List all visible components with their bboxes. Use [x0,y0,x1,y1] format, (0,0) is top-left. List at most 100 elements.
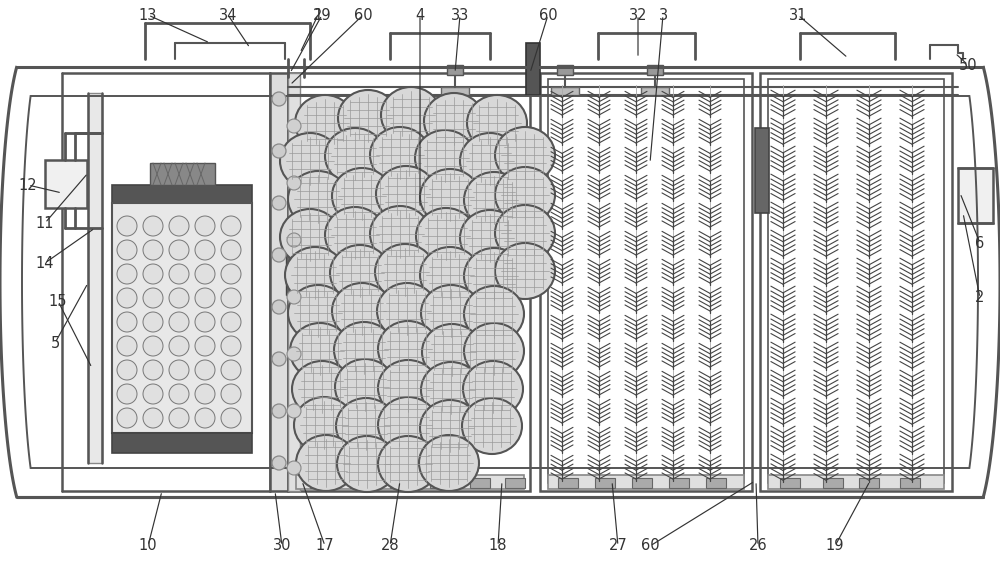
Ellipse shape [460,210,520,266]
Ellipse shape [221,384,241,404]
Ellipse shape [294,397,354,453]
Bar [557,65,573,75]
Text: 32: 32 [629,7,647,23]
Bar [641,87,669,95]
Ellipse shape [117,288,137,308]
Ellipse shape [195,288,215,308]
Bar [548,79,744,483]
Text: 30: 30 [273,538,291,553]
Ellipse shape [421,285,481,341]
Bar [669,478,689,488]
Circle shape [272,404,286,418]
Ellipse shape [169,264,189,284]
Text: 50: 50 [959,57,977,73]
Ellipse shape [462,398,522,454]
Ellipse shape [464,172,524,228]
Bar [112,433,252,453]
Ellipse shape [117,336,137,356]
Circle shape [287,119,301,133]
Ellipse shape [290,323,350,379]
Ellipse shape [420,247,480,303]
Ellipse shape [117,240,137,260]
Ellipse shape [419,435,479,491]
Bar [112,185,252,203]
Ellipse shape [117,384,137,404]
Ellipse shape [495,243,555,299]
Ellipse shape [460,133,520,189]
Text: 29: 29 [313,7,331,23]
Ellipse shape [221,240,241,260]
Ellipse shape [377,283,437,339]
Circle shape [287,290,301,304]
Ellipse shape [169,312,189,332]
Text: 60: 60 [539,7,557,23]
Bar [595,478,615,488]
Bar [551,87,579,95]
Ellipse shape [143,360,163,380]
Ellipse shape [288,285,348,341]
Text: 2: 2 [975,291,985,306]
Ellipse shape [117,216,137,236]
Circle shape [287,347,301,361]
Bar [310,478,330,488]
Ellipse shape [143,336,163,356]
Text: 60: 60 [354,7,372,23]
Ellipse shape [495,127,555,183]
Ellipse shape [143,408,163,428]
Text: 3: 3 [658,7,668,23]
Bar [430,478,450,488]
Ellipse shape [117,264,137,284]
Ellipse shape [221,360,241,380]
Bar [706,478,726,488]
Ellipse shape [195,336,215,356]
Ellipse shape [195,360,215,380]
Ellipse shape [325,128,385,184]
Ellipse shape [280,209,340,265]
Ellipse shape [288,171,348,227]
Bar [350,478,370,488]
Bar [755,128,769,213]
Circle shape [272,352,286,366]
Ellipse shape [378,397,438,453]
Text: 28: 28 [381,538,399,553]
Text: 12: 12 [19,177,37,193]
Ellipse shape [464,248,524,304]
Ellipse shape [337,436,397,492]
Ellipse shape [195,312,215,332]
Ellipse shape [195,408,215,428]
Bar [441,87,469,95]
Ellipse shape [143,312,163,332]
Ellipse shape [335,359,395,415]
Ellipse shape [143,240,163,260]
Ellipse shape [169,384,189,404]
Bar [958,168,993,223]
Text: 18: 18 [489,538,507,553]
Ellipse shape [221,312,241,332]
Bar [45,160,87,208]
Ellipse shape [464,286,524,342]
Ellipse shape [169,408,189,428]
Text: 60: 60 [641,538,659,553]
Ellipse shape [169,336,189,356]
Ellipse shape [295,95,355,151]
Ellipse shape [280,133,340,189]
Bar [470,478,490,488]
Bar [768,475,944,489]
Bar [288,73,530,491]
Ellipse shape [370,206,430,262]
Ellipse shape [117,408,137,428]
Ellipse shape [495,167,555,223]
Bar [823,478,843,488]
Ellipse shape [325,207,385,263]
Ellipse shape [330,245,390,301]
Ellipse shape [169,240,189,260]
Text: 14: 14 [36,256,54,270]
Circle shape [287,176,301,190]
Ellipse shape [378,321,438,377]
Ellipse shape [285,247,345,303]
Ellipse shape [332,168,392,224]
Ellipse shape [195,240,215,260]
Text: 4: 4 [415,7,425,23]
Bar [286,250,300,295]
Text: 17: 17 [316,538,334,553]
